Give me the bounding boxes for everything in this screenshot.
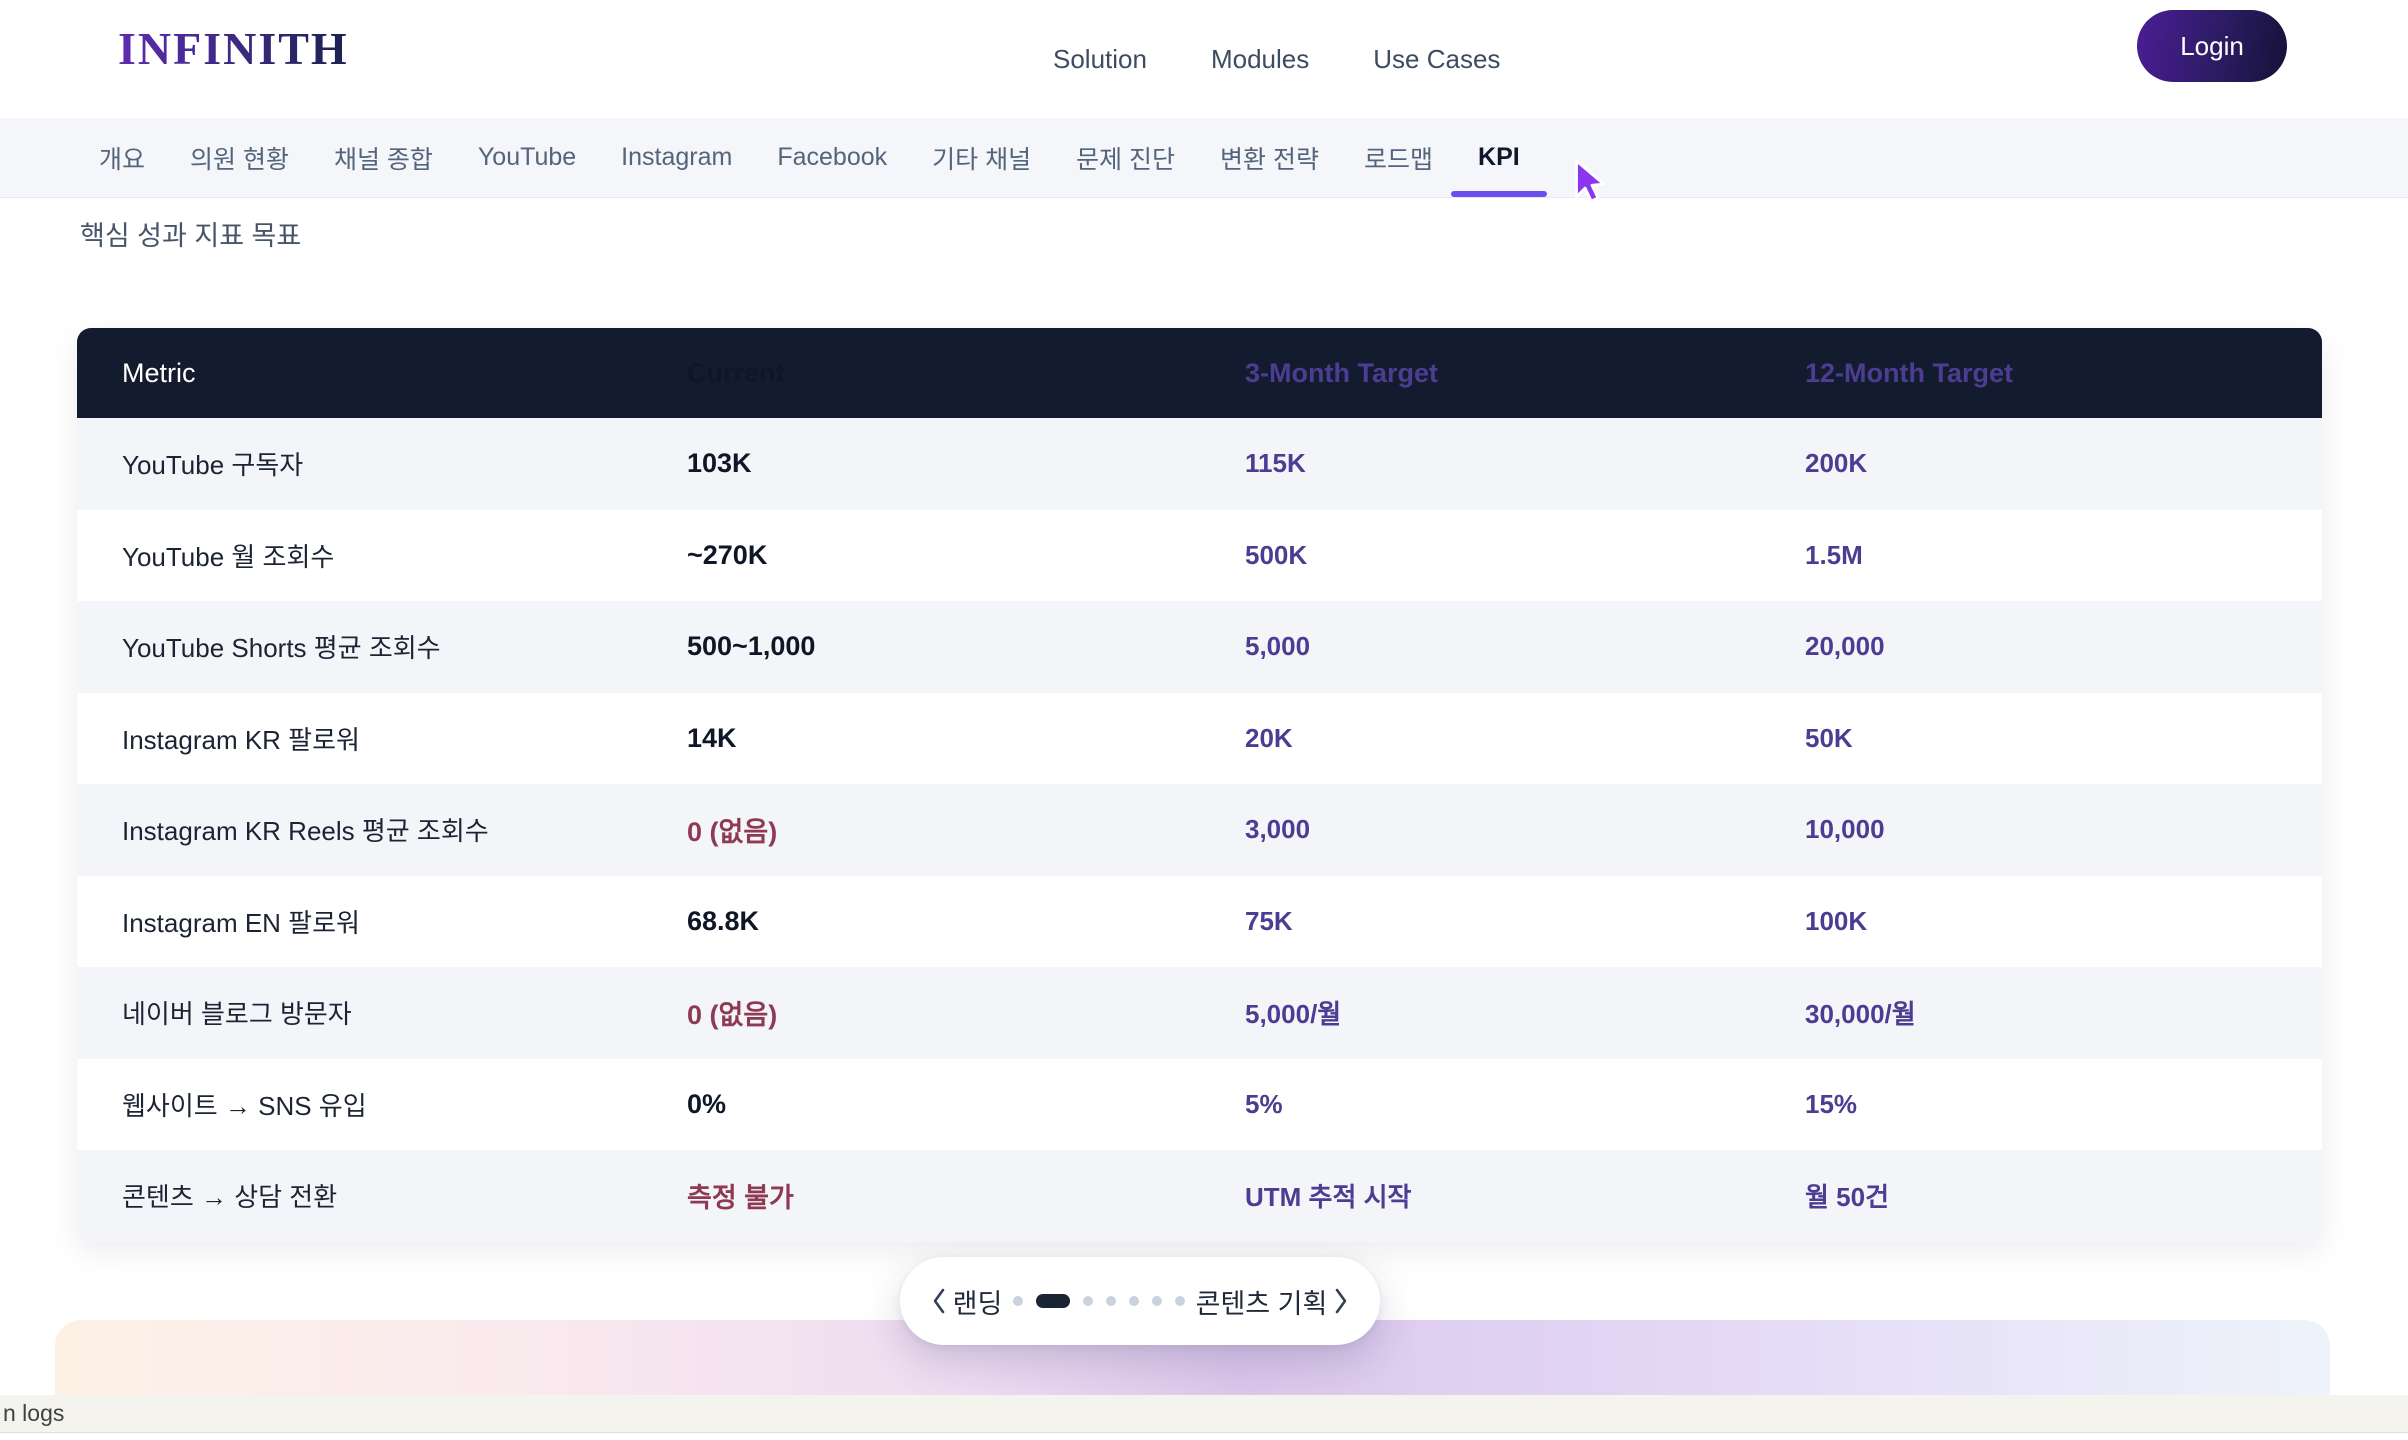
table-row: 콘텐츠 → 상담 전환 측정 불가 UTM 추적 시작 월 50건 [77,1150,2322,1242]
pager-dot[interactable] [1105,1296,1116,1306]
target-3month-value: 20K [1245,722,1293,753]
target-3month-value: 5,000 [1245,631,1311,662]
tab-channel-summary[interactable]: 채널 종합 [333,145,433,174]
current-value-alert: 0 (없음) [687,1000,778,1031]
current-value: 103K [687,448,752,479]
table-row: Instagram KR 팔로워 14K 20K 50K [77,692,2322,784]
current-value: 0% [687,1088,727,1119]
pager-next-label[interactable]: 콘텐츠 기획 [1195,1288,1328,1319]
target-3month-value: UTM 추적 시작 [1245,1182,1412,1213]
site-header: INFINITH Solution Modules Use Cases Logi… [0,0,2408,118]
active-tab-underline [1450,191,1547,197]
target-12month-value: 30,000/월 [1805,999,1916,1030]
brand-logo[interactable]: INFINITH [118,23,349,74]
pager-dot[interactable] [1151,1296,1162,1306]
current-value: 68.8K [687,905,760,936]
pager-dot-active[interactable] [1035,1294,1070,1308]
mouse-cursor-icon [1575,159,1606,203]
table-row: Instagram EN 팔로워 68.8K 75K 100K [77,875,2322,967]
section-pager: 랜딩 콘텐츠 기획 [900,1257,1380,1345]
metric-name: 네이버 블로그 방문자 [122,999,352,1030]
tab-kpi[interactable]: KPI [1450,118,1547,197]
target-12month-value: 50K [1805,722,1853,753]
table-row: YouTube 월 조회수 ~270K 500K 1.5M [77,509,2322,601]
target-12month-value: 10,000 [1805,814,1885,845]
chevron-left-icon[interactable] [930,1286,948,1316]
metric-name: YouTube 월 조회수 [122,541,335,572]
column-header-current: Current [687,357,785,388]
target-12month-value: 20,000 [1805,631,1885,662]
tab-kpi-label: KPI [1478,143,1520,171]
target-3month-value: 5% [1245,1088,1283,1119]
section-tabbar: 개요 의원 현황 채널 종합 YouTube Instagram Faceboo… [0,118,2408,198]
current-value: 14K [687,722,737,753]
tab-diagnosis[interactable]: 문제 진단 [1076,145,1176,174]
tab-list: 개요 의원 현황 채널 종합 YouTube Instagram Faceboo… [0,118,2408,197]
kpi-table: Metric Current 3-Month Target 12-Month T… [77,328,2322,1242]
target-3month-value: 3,000 [1245,814,1311,845]
table-row: YouTube Shorts 평균 조회수 500~1,000 5,000 20… [77,601,2322,693]
tab-roadmap[interactable]: 로드맵 [1364,145,1434,174]
status-bar: n logs [0,1395,2408,1433]
current-value: ~270K [687,539,768,570]
pager-dot[interactable] [1082,1296,1093,1306]
metric-name: Instagram KR Reels 평균 조회수 [122,816,489,847]
metric-name: 콘텐츠 → 상담 전환 [122,1182,338,1213]
status-bar-text: n logs [3,1400,65,1426]
target-12month-value: 100K [1805,905,1868,936]
target-3month-value: 75K [1245,905,1293,936]
table-row: YouTube 구독자 103K 115K 200K [77,418,2322,510]
table-row: Instagram KR Reels 평균 조회수 0 (없음) 3,000 1… [77,784,2322,876]
current-value-alert: 측정 불가 [687,1183,794,1214]
pager-dot[interactable] [1012,1296,1023,1306]
table-row: 웹사이트 → SNS 유입 0% 5% 15% [77,1058,2322,1150]
metric-name: Instagram EN 팔로워 [122,907,360,938]
current-value: 500~1,000 [687,631,816,662]
chevron-right-icon[interactable] [1332,1286,1350,1316]
table-header-row: Metric Current 3-Month Target 12-Month T… [77,328,2322,418]
column-header-12month: 12-Month Target [1805,357,2013,388]
target-12month-value: 월 50건 [1805,1182,1889,1213]
tab-clinic-status[interactable]: 의원 현황 [190,145,289,174]
target-12month-value: 200K [1805,448,1868,479]
target-3month-value: 115K [1245,448,1306,479]
login-button[interactable]: Login [2137,10,2287,82]
pager-dots [1012,1294,1185,1308]
pager-dot[interactable] [1128,1296,1139,1306]
current-value-alert: 0 (없음) [687,817,778,848]
nav-link-solution[interactable]: Solution [1053,43,1147,74]
pager-dot[interactable] [1174,1296,1185,1306]
target-3month-value: 500K [1245,539,1308,570]
column-header-3month: 3-Month Target [1245,357,1438,388]
metric-name: YouTube Shorts 평균 조회수 [122,633,441,664]
target-3month-value: 5,000/월 [1245,999,1342,1030]
target-12month-value: 1.5M [1805,539,1863,570]
page-title: 핵심 성과 지표 목표 [80,221,302,251]
tab-conversion-strategy[interactable]: 변환 전략 [1220,145,1319,174]
tab-overview[interactable]: 개요 [99,145,146,174]
tab-instagram[interactable]: Instagram [621,143,733,171]
metric-name: 웹사이트 → SNS 유입 [122,1090,367,1121]
metric-name: YouTube 구독자 [122,450,304,481]
pager-prev-label[interactable]: 랜딩 [952,1288,1003,1319]
table-row: 네이버 블로그 방문자 0 (없음) 5,000/월 30,000/월 [77,967,2322,1059]
nav-link-use-cases[interactable]: Use Cases [1373,43,1501,74]
nav-link-modules[interactable]: Modules [1210,43,1310,74]
column-header-metric: Metric [122,357,196,388]
target-12month-value: 15% [1805,1088,1858,1119]
tab-other-channels[interactable]: 기타 채널 [932,145,1032,174]
tab-youtube[interactable]: YouTube [477,143,577,171]
metric-name: Instagram KR 팔로워 [122,724,360,755]
tab-facebook[interactable]: Facebook [777,143,888,171]
top-nav: Solution Modules Use Cases [1053,0,1500,118]
